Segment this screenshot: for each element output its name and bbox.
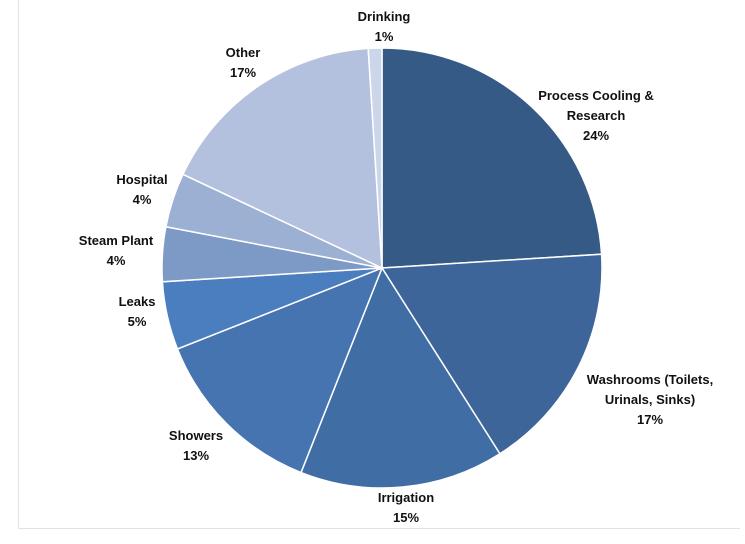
slice-percent: 5% [128, 314, 147, 329]
slice-name: Drinking [358, 9, 411, 24]
slice-label-washrooms-toilets-urinals-sinks: Washrooms (Toilets, Urinals, Sinks) 17% [587, 372, 713, 427]
slice-label-showers: Showers 13% [169, 428, 223, 463]
slice-label-hospital: Hospital 4% [116, 172, 167, 207]
slice-name: Research [567, 108, 626, 123]
slice-label-steam-plant: Steam Plant 4% [79, 233, 154, 268]
slice-percent: 4% [133, 192, 152, 207]
pie-slice-process-cooling-research [381, 47, 603, 269]
slice-name: Steam Plant [79, 233, 154, 248]
slice-percent: 13% [183, 448, 209, 463]
slice-name: Process Cooling & [538, 88, 654, 103]
slice-label-irrigation: Irrigation 15% [378, 490, 434, 525]
slice-name: Leaks [119, 294, 156, 309]
slice-percent: 17% [637, 412, 663, 427]
pie-slice-showers [176, 266, 384, 474]
slice-name: Washrooms (Toilets, [587, 372, 713, 387]
slice-name: Irrigation [378, 490, 434, 505]
slice-percent: 1% [375, 29, 394, 44]
chart-frame [18, 0, 740, 529]
slice-label-drinking: Drinking 1% [358, 9, 411, 44]
slice-label-leaks: Leaks 5% [119, 294, 156, 329]
slice-percent: 15% [393, 510, 419, 525]
slice-label-process-cooling-research: Process Cooling & Research 24% [538, 88, 654, 143]
pie-slice-irrigation [300, 266, 501, 489]
slice-name: Other [226, 45, 261, 60]
slice-percent: 24% [583, 128, 609, 143]
slice-name: Urinals, Sinks) [605, 392, 695, 407]
slice-percent: 17% [230, 65, 256, 80]
slice-percent: 4% [107, 253, 126, 268]
pie-slice-other [181, 47, 383, 270]
slice-name: Hospital [116, 172, 167, 187]
pie-slice-drinking [367, 47, 383, 269]
slice-name: Showers [169, 428, 223, 443]
slice-label-other: Other 17% [226, 45, 261, 80]
pie-slice-washrooms-toilets-urinals-sinks [380, 253, 603, 455]
